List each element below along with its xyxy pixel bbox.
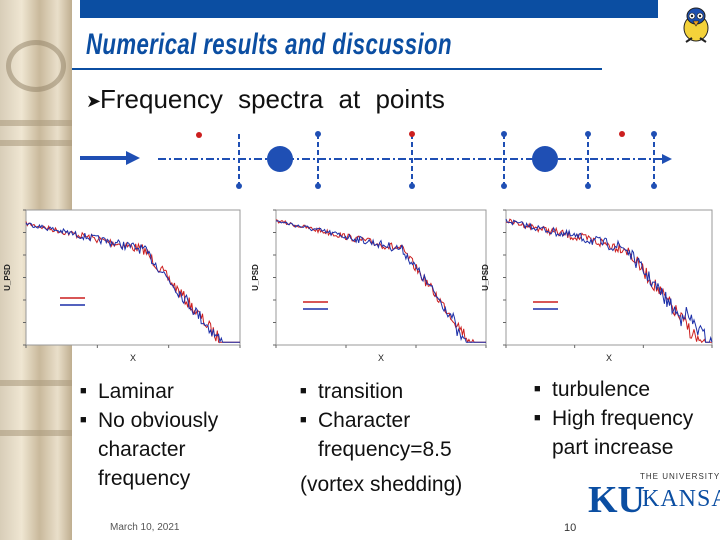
top-bar-notch — [658, 0, 666, 18]
logo-ku: KU — [588, 479, 645, 521]
list-item: transition — [300, 377, 490, 406]
column-turbulence: turbulence High frequency part increase — [534, 375, 720, 462]
page-number: 10 — [564, 522, 577, 534]
spectrum-plot-laminar: U_PSD X — [3, 209, 241, 363]
list-item: Character frequency=8.5 — [300, 406, 490, 464]
selected-points — [196, 131, 625, 138]
x-axis-label: X — [130, 353, 136, 363]
list-item: Laminar — [80, 377, 260, 406]
cylinder-icon — [532, 146, 558, 172]
column-transition: transition Character frequency=8.5 (vort… — [300, 377, 490, 499]
list-item: turbulence — [534, 375, 720, 404]
series-line — [505, 218, 713, 343]
selected-point — [619, 131, 625, 137]
top-bar — [72, 0, 666, 18]
column-laminar: Laminar No obviously character frequency — [80, 377, 260, 493]
list-item: High frequency part increase — [534, 404, 720, 462]
slide-title: Numerical results and discussion — [86, 28, 452, 61]
top-bar-notch — [72, 0, 80, 18]
spectrum-plot-turbulence: U_PSD X — [481, 209, 713, 363]
cylinder-icon — [267, 146, 293, 172]
column-band — [0, 140, 72, 146]
y-axis-label: U_PSD — [251, 264, 260, 291]
column-band — [0, 120, 72, 126]
flow-arrow-icon — [80, 151, 140, 165]
logo-top-line: THE UNIVERSITY OF — [640, 472, 720, 481]
y-axis-label: U_PSD — [481, 264, 490, 291]
list-item: No obviously character frequency — [80, 406, 260, 493]
y-axis-label: U_PSD — [3, 264, 12, 291]
x-axis-label: X — [378, 353, 384, 363]
series-line — [25, 222, 240, 344]
selected-point — [409, 131, 415, 137]
probe-lines — [238, 134, 655, 186]
vortex-note: (vortex shedding) — [300, 473, 463, 496]
footer-date: March 10, 2021 — [110, 522, 180, 533]
x-axis-label: X — [606, 353, 612, 363]
series-line — [275, 219, 486, 344]
bullet-arrow-icon: ➤ — [86, 91, 102, 111]
logo-name: KANSAS — [642, 486, 720, 512]
column-scroll-ornament — [6, 40, 66, 92]
university-logo: THE UNIVERSITY OF KU KANSAS — [588, 472, 720, 538]
mascot-icon — [683, 7, 709, 43]
flow-diagram — [80, 131, 672, 189]
column-band — [0, 380, 72, 386]
section-heading: Frequency spectra at points — [100, 84, 445, 114]
plot-frame — [275, 209, 487, 346]
selected-point — [196, 132, 202, 138]
centerline-arrowhead — [662, 154, 672, 164]
spectrum-plot-transition: U_PSD X — [251, 209, 487, 363]
column-band — [0, 430, 72, 436]
probe-points — [236, 131, 657, 189]
title-rule — [72, 68, 602, 70]
series-line — [276, 220, 486, 343]
